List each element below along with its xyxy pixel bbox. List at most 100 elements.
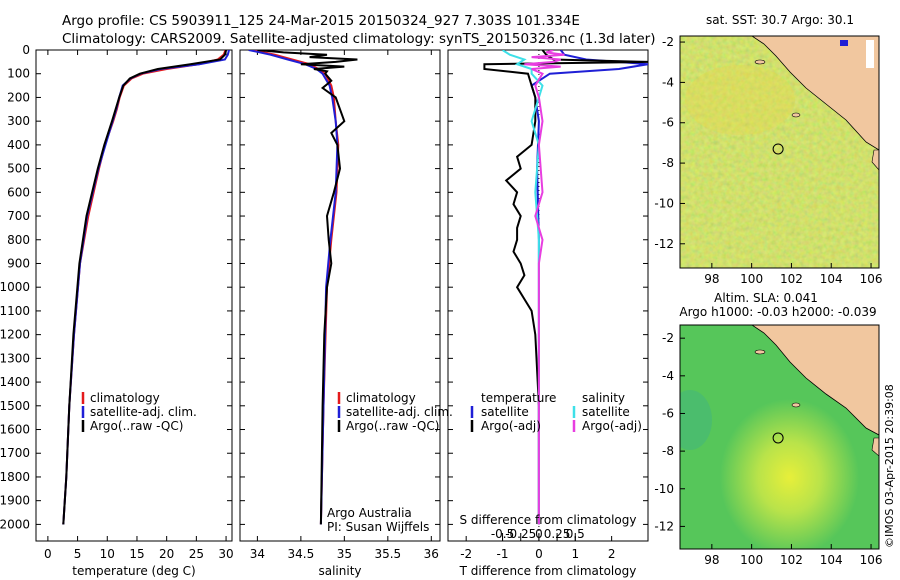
temperature-series	[62, 50, 230, 525]
x-tick-label: 10	[100, 547, 115, 561]
y-tick-label: -12	[654, 237, 674, 251]
x-tick-label: 102	[780, 553, 803, 567]
salinity-axis: 34 34.5 35 35.5 36	[240, 49, 440, 561]
series-line-argo	[62, 50, 228, 525]
annotation-line2: PI: Susan Wijffels	[327, 520, 429, 534]
annotation-line1: Argo Australia	[327, 506, 412, 520]
series-line-argo	[257, 50, 358, 525]
y-tick-label: -2	[662, 331, 674, 345]
y-tick-label: -6	[662, 116, 674, 130]
y-tick-label: 1500	[0, 399, 30, 413]
temperature-axis: 0 5 10 15 20 25 300100200300400500600700800900…	[0, 43, 234, 561]
legend-s-satellite: satellite	[582, 405, 630, 419]
sumatra-land	[751, 325, 879, 436]
y-tick-label: -4	[662, 369, 674, 383]
y-tick-label: 1100	[0, 304, 30, 318]
y-tick-label: -4	[662, 75, 674, 89]
y-tick-label: 500	[7, 162, 30, 176]
series-line-satellite	[62, 50, 230, 525]
legend-satellite: satellite-adj. clim.	[90, 405, 197, 419]
island	[791, 112, 801, 118]
sst-cloud-mask	[840, 40, 848, 46]
y-tick-label: 400	[7, 138, 30, 152]
x-tick-label: -1	[497, 547, 509, 561]
sla-map-title2: Argo h1000: -0.03 h2000: -0.039	[679, 305, 876, 319]
x-tick-label: 0	[535, 547, 543, 561]
legend-title-temperature: temperature	[481, 391, 556, 405]
sla-map-frame	[679, 324, 880, 550]
legend-s-argo: Argo(-adj)	[582, 419, 642, 433]
sst-missing	[866, 40, 874, 68]
legend-title-salinity: salinity	[582, 391, 625, 405]
island	[754, 349, 766, 355]
x-tick-label: 106	[860, 553, 883, 567]
credit-text: ©IMOS 03-Apr-2015 20:39:08	[883, 384, 896, 548]
x-tick-label-s: 0.5	[566, 527, 585, 541]
x-tick-label: 0	[44, 547, 52, 561]
x-tick-label: 98	[704, 272, 719, 286]
legend-argo: Argo(..raw -QC)	[346, 419, 439, 433]
temperature-panel	[35, 49, 233, 542]
island	[754, 59, 766, 65]
x-tick-label: 100	[740, 553, 763, 567]
y-tick-label: 300	[7, 114, 30, 128]
y-tick-label: 1000	[0, 280, 30, 294]
y-tick-label: 700	[7, 209, 30, 223]
sla-map	[680, 325, 879, 549]
difference-xlabel: T difference from climatology	[459, 564, 637, 578]
series-line-S-argo	[524, 50, 565, 525]
sst-map-title: sat. SST: 30.7 Argo: 30.1	[706, 13, 854, 27]
x-tick-label: 104	[820, 272, 843, 286]
x-tick-label: 35.5	[374, 547, 401, 561]
temperature-xlabel: temperature (deg C)	[72, 564, 195, 578]
y-tick-label: 1800	[0, 470, 30, 484]
sst-map	[680, 36, 879, 268]
y-tick-label: -12	[654, 519, 674, 533]
salinity-legend: climatology satellite-adj. clim. Argo(..…	[327, 391, 453, 534]
java-land	[871, 149, 879, 171]
x-tick-label: 35	[337, 547, 352, 561]
series-line-T-argo	[483, 50, 648, 525]
series-line-climatology	[62, 50, 227, 525]
x-tick-label-s: 0.25	[544, 527, 571, 541]
y-tick-label: 0	[22, 43, 30, 57]
series-line-S-satellite	[501, 50, 544, 525]
x-tick-label: 20	[159, 547, 174, 561]
salinity-series	[248, 50, 358, 525]
argo-position-marker	[772, 143, 784, 155]
x-tick-label: 30	[218, 547, 233, 561]
y-tick-label: 1400	[0, 375, 30, 389]
legend-t-satellite: satellite	[481, 405, 529, 419]
difference-series	[483, 50, 648, 525]
x-tick-label: -2	[460, 547, 472, 561]
x-tick-label: 36	[424, 547, 439, 561]
y-tick-label: -8	[662, 156, 674, 170]
x-tick-label: 100	[740, 272, 763, 286]
y-tick-label: 900	[7, 256, 30, 270]
x-tick-label: 25	[189, 547, 204, 561]
y-tick-label: 1300	[0, 351, 30, 365]
sst-warm-patch	[685, 65, 795, 135]
legend-climatology: climatology	[346, 391, 416, 405]
java-land	[871, 437, 879, 457]
x-tick-label: 34.5	[288, 547, 315, 561]
x-tick-label: 104	[820, 553, 843, 567]
sst-map-axis: 98 100 102 104 106 -2 -4 -6 -8 -10 -12	[654, 35, 882, 286]
x-tick-label: 106	[860, 272, 883, 286]
sst-map-frame	[679, 35, 880, 269]
y-tick-label: -10	[654, 196, 674, 210]
x-tick-label: 2	[608, 547, 616, 561]
header-line1: Argo profile: CS 5903911_125 24-Mar-2015…	[62, 13, 580, 29]
y-tick-label: 600	[7, 185, 30, 199]
y-tick-label: 200	[7, 90, 30, 104]
y-tick-label: 1700	[0, 446, 30, 460]
salinity-xlabel: salinity	[318, 564, 361, 578]
difference-xlabel-top: S difference from climatology	[460, 513, 637, 527]
series-line-satellite	[248, 50, 339, 525]
difference-panel	[447, 49, 649, 542]
x-tick-label: 102	[780, 272, 803, 286]
legend-t-argo: Argo(-adj)	[481, 419, 541, 433]
series-line-T-satellite	[530, 50, 648, 525]
y-tick-label: 2000	[0, 517, 30, 531]
